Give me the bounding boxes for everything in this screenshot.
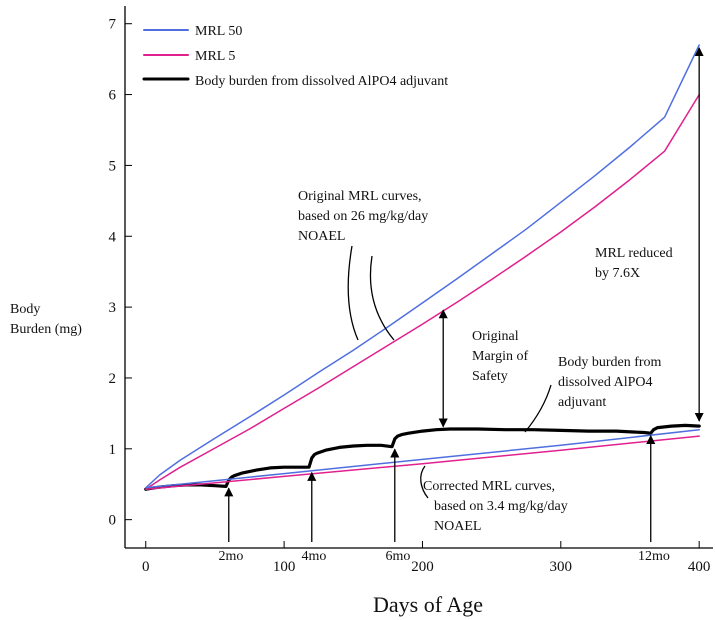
annotation-body-burden-line-3: adjuvant <box>558 395 606 410</box>
x-tick-label: 200 <box>411 559 434 575</box>
y-tick-label: 6 <box>109 88 117 104</box>
annotation-margin-of-safety: Original Margin of Safety <box>472 329 528 384</box>
vaccination-label-12mo: 12mo <box>638 549 670 564</box>
vaccination-label-4mo: 4mo <box>302 549 327 564</box>
annotation-corrected-mrl: Corrected MRL curves, based on 3.4 mg/kg… <box>423 479 568 534</box>
annotation-arrows <box>224 47 704 542</box>
x-tick-label: 0 <box>142 559 150 575</box>
axis-ticks: 0 1 2 3 4 5 6 7 0 100 200 300 400 <box>109 17 711 575</box>
series-mrl-5 <box>145 93 700 490</box>
y-axis-title: Body Burden (mg) <box>10 302 82 337</box>
y-axis-title-line-1: Body <box>10 302 40 317</box>
series-layer <box>144 44 701 491</box>
annotation-original-mrl-line-2: based on 26 mg/kg/day <box>298 209 428 224</box>
legend-label-mrl-50: MRL 50 <box>195 24 242 39</box>
annotation-original-mrl: Original MRL curves, based on 26 mg/kg/d… <box>298 189 428 244</box>
annotation-corrected-mrl-line-3: NOAEL <box>434 519 481 534</box>
axes <box>124 6 713 549</box>
y-tick-label: 1 <box>109 442 117 458</box>
series-corrected-mrl-50 <box>145 428 700 489</box>
x-tick-label: 400 <box>688 559 711 575</box>
annotation-original-mrl-line-3: NOAEL <box>298 229 345 244</box>
vaccination-label-2mo: 2mo <box>219 549 244 564</box>
annotation-margin-line-3: Safety <box>472 369 508 384</box>
y-tick-label: 5 <box>109 158 117 174</box>
y-tick-label: 4 <box>109 229 117 245</box>
annotation-mrl-reduced: MRL reduced by 7.6X <box>595 246 673 281</box>
x-axis-title: Days of Age <box>373 592 483 617</box>
annotation-corrected-mrl-line-2: based on 3.4 mg/kg/day <box>434 499 568 514</box>
y-tick-label: 3 <box>109 300 117 316</box>
annotation-mrl-reduced-line-2: by 7.6X <box>595 266 640 281</box>
annotation-body-burden-line-2: dissolved AlPO4 <box>558 375 653 390</box>
annotation-margin-line-2: Margin of <box>472 349 528 364</box>
annotation-body-burden-line-1: Body burden from <box>558 355 662 370</box>
annotation-margin-line-1: Original <box>472 329 519 344</box>
y-tick-label: 7 <box>109 17 117 33</box>
x-tick-label: 100 <box>273 559 296 575</box>
y-tick-label: 2 <box>109 371 117 387</box>
x-tick-label: 300 <box>550 559 573 575</box>
annotation-leader-lines <box>347 245 552 499</box>
annotation-corrected-mrl-line-1: Corrected MRL curves, <box>423 479 555 494</box>
series-mrl-50 <box>145 44 700 489</box>
leader-line-corrected-mrl <box>420 465 429 499</box>
series-corrected-mrl-5 <box>145 435 700 490</box>
annotation-body-burden: Body burden from dissolved AlPO4 adjuvan… <box>558 355 662 410</box>
annotation-original-mrl-line-1: Original MRL curves, <box>298 189 422 204</box>
leader-line-original-mrl-1 <box>347 245 359 341</box>
leader-line-body-burden <box>524 384 552 433</box>
annotation-mrl-reduced-line-1: MRL reduced <box>595 246 673 261</box>
legend-label-body-burden: Body burden from dissolved AlPO4 adjuvan… <box>195 74 448 89</box>
vaccination-labels: 2mo 4mo 6mo 12mo <box>219 549 670 564</box>
legend-label-mrl-5: MRL 5 <box>195 49 235 64</box>
leader-line-original-mrl-2 <box>369 255 395 341</box>
y-axis-title-line-2: Burden (mg) <box>10 322 82 337</box>
vaccination-label-6mo: 6mo <box>386 549 411 564</box>
legend: MRL 50 MRL 5 Body burden from dissolved … <box>142 24 448 89</box>
y-tick-label: 0 <box>109 513 117 529</box>
